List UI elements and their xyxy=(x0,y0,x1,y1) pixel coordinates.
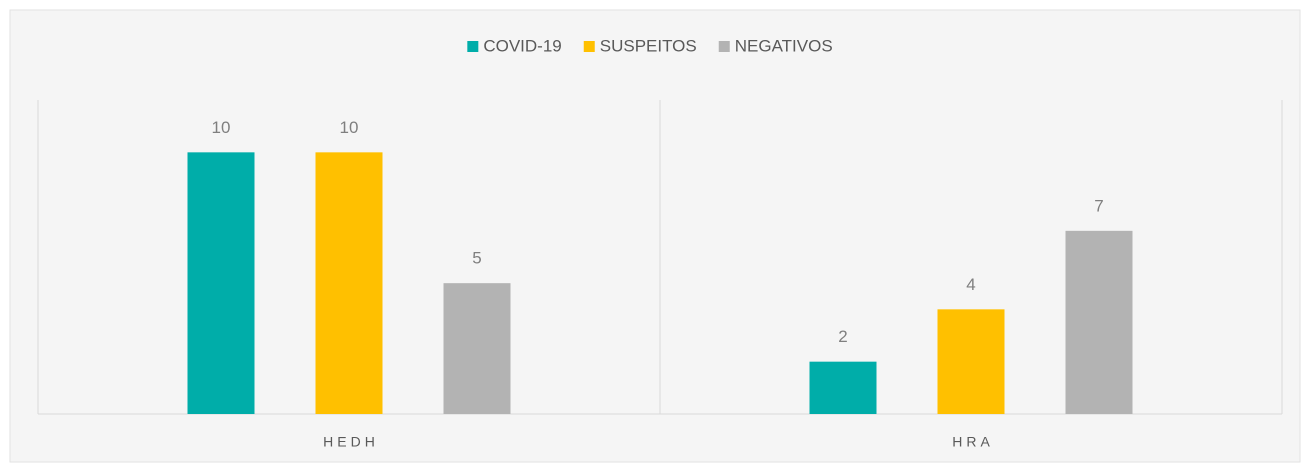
data-label: 4 xyxy=(966,275,975,294)
data-label: 10 xyxy=(212,118,231,137)
bar xyxy=(937,309,1005,414)
data-label: 10 xyxy=(340,118,359,137)
legend-swatch xyxy=(467,41,479,52)
bar xyxy=(809,361,877,414)
legend-swatch xyxy=(718,41,730,52)
legend-label: SUSPEITOS xyxy=(600,36,697,55)
x-tick-label: HEDH xyxy=(323,434,379,450)
data-label: 7 xyxy=(1094,196,1103,215)
legend-swatch xyxy=(583,41,595,52)
data-label: 5 xyxy=(472,249,481,268)
bar xyxy=(443,283,511,414)
legend-label: NEGATIVOS xyxy=(735,36,833,55)
legend-label: COVID-19 xyxy=(483,36,561,55)
data-label: 2 xyxy=(838,327,847,346)
x-tick-label: HRA xyxy=(952,434,994,450)
bar xyxy=(315,152,383,415)
bar xyxy=(187,152,255,415)
bar xyxy=(1065,230,1133,414)
